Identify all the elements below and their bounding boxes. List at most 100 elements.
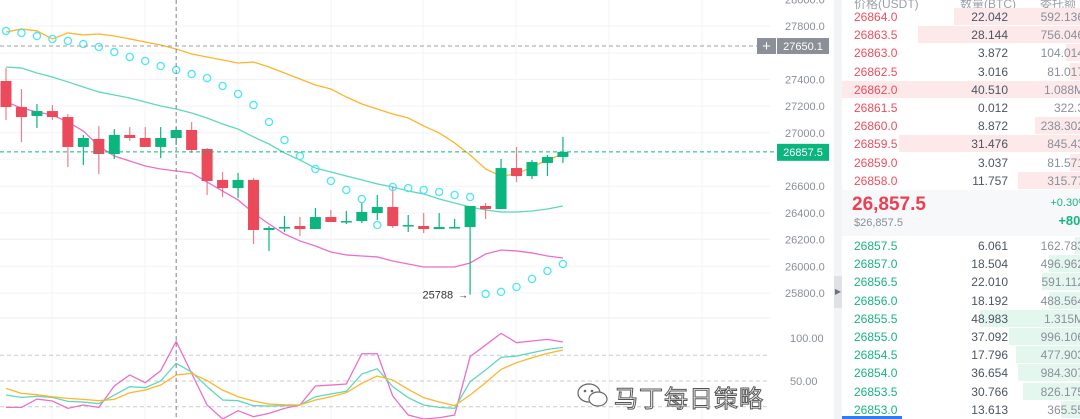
candle-up [340,221,352,223]
bid-price: 26856.0 [854,293,898,308]
depth-bar [1018,171,1080,189]
price-axis: 28000.0 27800.0 27400.0 27200.0 27000.0 26600… [785,0,825,388]
sar-dot [326,176,336,186]
bid-total: 477.903 [1040,348,1080,363]
bid-total: 365.55 [1047,402,1080,417]
candlesticks [0,68,569,295]
bid-row[interactable]: 26854.5 17.796 477.903 [842,346,1080,364]
bid-qty: 6.061 [977,239,1008,253]
bid-price: 26855.0 [854,330,898,344]
caret-right-icon: ▶ [834,287,842,296]
ask-row[interactable]: 26863.5 28.144 756.046 [842,26,1080,44]
price-chart[interactable]: 28000.0 27800.0 27400.0 27200.0 27000.0 26600… [0,0,838,419]
crosshair-add-button[interactable]: + [757,38,776,55]
bid-total: 488.564 [1040,293,1080,308]
kdj-indicator [5,332,564,419]
change-amount: +80. [1058,213,1080,228]
ask-qty: 0.012 [977,101,1008,115]
ask-row[interactable]: 26859.0 3.037 81.571 [842,153,1080,172]
candle-up [108,134,120,155]
sar-dot [110,47,119,57]
candle-down [201,148,213,181]
sar-dot [156,61,165,71]
last-price: 26,857.5 [852,194,926,215]
collapse-panel-button[interactable]: ▶ [834,276,842,308]
candle-down [124,134,136,139]
sar-dot [187,69,196,79]
ask-total: 1.088M [1043,82,1080,97]
candle-down [46,111,58,118]
depth-bar [842,80,1080,98]
ask-qty: 28.144 [971,28,1008,43]
sar-dot [465,192,475,202]
bid-row[interactable]: 26854.0 36.654 984.307 [842,364,1080,382]
ask-price: 26860.0 [854,119,898,134]
bid-row[interactable]: 26857.0 18.504 496.962 [842,255,1080,273]
ask-row[interactable]: 26862.0 40.510 1.088M [842,80,1080,99]
candle-down [62,117,74,147]
bid-row[interactable]: 26853.0 13.613 365.55 [842,400,1080,419]
bid-row[interactable]: 26855.0 37.092 996.106 [842,328,1080,346]
candle-up [155,138,167,147]
depth-bar [1065,44,1080,62]
candle-up [309,217,321,230]
ask-qty: 8.872 [977,119,1008,134]
bid-row[interactable]: 26857.5 6.061 162.783 [842,237,1080,255]
bid-qty: 17.796 [971,348,1008,363]
candle-down [418,225,430,230]
ask-row[interactable]: 26858.0 11.757 315.77 [842,171,1080,190]
ask-qty: 11.757 [972,173,1008,188]
sar-dot [295,151,305,161]
candle-down [325,217,337,222]
change-percent: +0.30% [1050,197,1080,209]
ask-row[interactable]: 26860.0 8.872 238.302 [842,117,1080,135]
bid-total: 984.307 [1040,366,1080,381]
depth-bar [1070,153,1080,171]
sar-dot [233,89,243,99]
ask-qty: 3.037 [977,155,1008,170]
last-price-panel: 26,857.5 $26,857.5 +0.30% +80. [842,190,1080,236]
low-marker-label: 25788 [423,290,454,302]
candle-down [186,129,198,151]
ask-total: 592.136 [1040,10,1080,24]
depth-bar [918,26,1080,44]
bid-price: 26853.0 [854,402,898,417]
bid-row[interactable]: 26856.5 22.010 591.112 [842,273,1080,291]
candle-up [464,205,476,228]
sar-dot [17,28,26,38]
ask-row[interactable]: 26864.0 22.042 592.136 [842,8,1080,26]
kdj-k-line [5,346,564,410]
sar-dot [388,182,397,192]
header-qty: 数量(BTC) [960,0,1016,11]
active-tab-indicator [842,416,902,419]
sar-dot [543,266,552,276]
ask-row[interactable]: 26863.0 3.872 104.014 [842,44,1080,62]
depth-bar [980,309,1080,327]
depth-bar [1034,117,1080,135]
candle-up [263,227,275,230]
candle-up [449,227,461,229]
bid-price: 26853.5 [854,384,898,399]
sar-dot [280,135,289,145]
sar-dot [496,287,506,297]
price-tick-label: 27800.0 [785,21,825,33]
bid-row[interactable]: 26856.0 18.192 488.564 [842,291,1080,310]
chart-overlay: + 27650.1 26857.5 25788 → [0,0,829,419]
ask-qty: 31.476 [971,137,1008,152]
ask-row[interactable]: 26861.5 0.012 322.3 [842,99,1080,117]
depth-bar [953,8,1080,25]
price-tick-label: 26400.0 [785,208,825,220]
bid-total: 1.315M [1043,311,1080,326]
boll-mid-line [5,66,564,213]
bid-row[interactable]: 26855.5 48.983 1.315M [842,309,1080,328]
depth-bar [1070,62,1080,80]
price-tick-label: 27400.0 [785,74,825,86]
ask-row[interactable]: 26859.5 31.476 845.43 [842,135,1080,153]
depth-bar [1041,273,1080,291]
bid-qty: 30.766 [971,384,1008,399]
sar-dot [202,73,212,83]
ask-row[interactable]: 26862.5 3.016 81.017 [842,62,1080,81]
sar-dot [481,289,490,299]
panel-divider[interactable] [834,0,842,419]
bid-row[interactable]: 26853.5 30.766 826.175 [842,382,1080,401]
